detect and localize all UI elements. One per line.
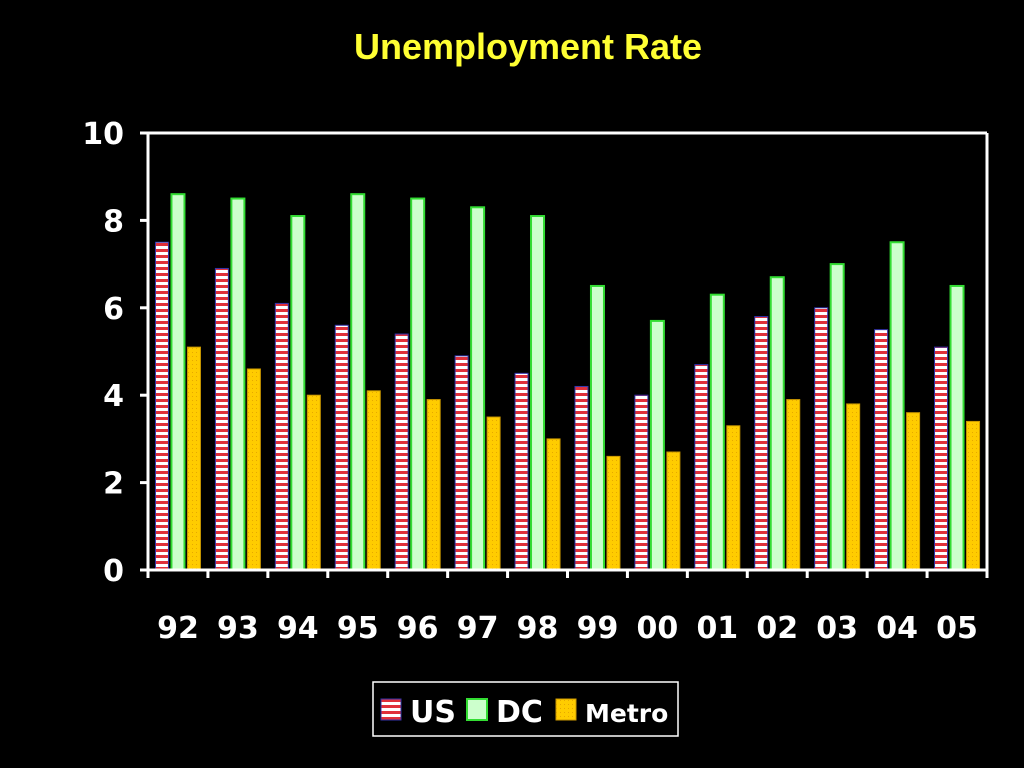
bar-us-02 xyxy=(754,316,769,571)
bar-metro-01 xyxy=(726,425,741,571)
bar-dc-98 xyxy=(530,215,546,571)
bar-metro-92 xyxy=(186,346,201,571)
y-tick-label: 2 xyxy=(103,467,124,502)
bar-us-96 xyxy=(394,333,409,571)
bar-metro-02 xyxy=(786,399,801,571)
bar-us-98 xyxy=(514,372,529,571)
bar-dc-02 xyxy=(769,276,785,571)
legend-label-dc: DC xyxy=(496,695,543,730)
x-tick-label: 04 xyxy=(876,611,918,646)
bar-dc-01 xyxy=(709,293,725,571)
bar-us-93 xyxy=(214,267,229,571)
bar-us-04 xyxy=(874,329,889,571)
bar-us-05 xyxy=(934,346,949,571)
y-tick-label: 4 xyxy=(103,379,124,414)
bar-metro-95 xyxy=(366,390,381,571)
x-tick-label: 97 xyxy=(457,611,499,646)
bar-metro-96 xyxy=(426,399,441,571)
bar-metro-97 xyxy=(486,416,501,571)
y-tick-label: 8 xyxy=(103,204,124,239)
bar-dc-00 xyxy=(649,319,665,571)
y-tick-label: 0 xyxy=(103,554,124,589)
bar-dc-97 xyxy=(470,206,486,571)
bar-dc-92 xyxy=(170,193,186,571)
x-tick-label: 01 xyxy=(696,611,738,646)
bar-dc-05 xyxy=(949,284,965,571)
bar-us-99 xyxy=(574,385,589,571)
bar-us-01 xyxy=(694,364,709,571)
axes-group xyxy=(146,131,989,572)
x-tick-label: 02 xyxy=(756,611,798,646)
bar-dc-03 xyxy=(829,263,845,571)
bar-dc-96 xyxy=(410,197,426,572)
x-tick-label: 92 xyxy=(157,611,199,646)
legend-swatch-metro xyxy=(555,698,577,721)
bar-dc-94 xyxy=(290,215,306,571)
x-tick-label: 00 xyxy=(637,611,679,646)
bar-metro-05 xyxy=(966,420,981,571)
bar-metro-00 xyxy=(666,451,681,571)
x-tick-label: 94 xyxy=(277,611,319,646)
chart-title: Unemployment Rate xyxy=(353,26,703,67)
bar-metro-98 xyxy=(546,438,561,571)
y-tick-label: 6 xyxy=(103,292,124,327)
bar-us-00 xyxy=(634,394,649,571)
bar-dc-95 xyxy=(350,193,366,571)
bar-metro-99 xyxy=(606,455,621,571)
x-tick-label: 96 xyxy=(397,611,439,646)
bar-us-94 xyxy=(274,302,289,571)
bar-metro-03 xyxy=(846,403,861,571)
bar-dc-04 xyxy=(889,241,905,571)
legend: US DC Metro xyxy=(372,681,679,737)
bar-metro-04 xyxy=(906,412,921,571)
x-tick-label: 98 xyxy=(517,611,559,646)
y-tick-label: 10 xyxy=(82,117,124,152)
bar-us-03 xyxy=(814,307,829,571)
x-tick-label: 95 xyxy=(337,611,379,646)
bar-dc-99 xyxy=(589,284,605,571)
legend-swatch-dc xyxy=(466,698,488,721)
legend-label-metro: Metro xyxy=(585,699,668,728)
bar-metro-94 xyxy=(306,394,321,571)
legend-swatch-us xyxy=(380,698,402,721)
legend-label-us: US xyxy=(410,695,456,730)
x-tick-label: 93 xyxy=(217,611,259,646)
bar-us-92 xyxy=(154,241,169,571)
bar-us-97 xyxy=(454,355,469,571)
bars-group xyxy=(154,193,981,572)
x-tick-label: 05 xyxy=(936,611,978,646)
bar-dc-93 xyxy=(230,197,246,572)
x-tick-label: 99 xyxy=(577,611,619,646)
bar-us-95 xyxy=(334,324,349,571)
legend-box xyxy=(372,681,679,737)
x-tick-label: 03 xyxy=(816,611,858,646)
bar-metro-93 xyxy=(246,368,261,571)
